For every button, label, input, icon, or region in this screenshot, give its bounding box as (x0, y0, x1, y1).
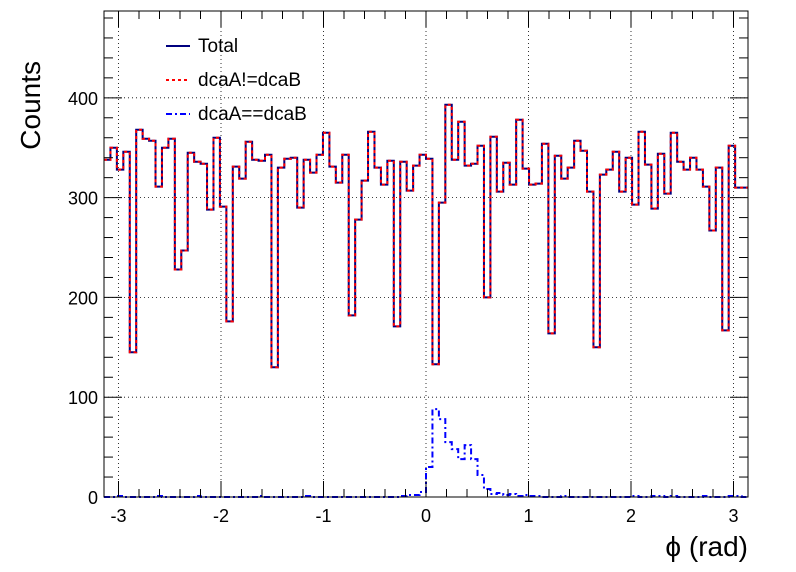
y-tick-label: 0 (88, 488, 98, 508)
legend: Total dcaA!=dcaB dcaA==dcaB (166, 36, 307, 125)
x-tick-label: 0 (421, 506, 431, 526)
y-tick-label: 400 (68, 89, 98, 109)
x-tick-label: 1 (523, 506, 533, 526)
legend-label-0: Total (198, 36, 238, 57)
x-tick-label: 3 (728, 506, 738, 526)
grid (104, 11, 748, 497)
x-tick-label: -3 (111, 506, 127, 526)
y-tick-label: 100 (68, 388, 98, 408)
legend-label-1: dcaA!=dcaB (198, 70, 301, 91)
y-tick-label: 300 (68, 189, 98, 209)
x-tick-label: -2 (213, 506, 229, 526)
x-tick-label: -1 (315, 506, 331, 526)
x-axis-title: ϕ (rad) (665, 531, 748, 562)
y-axis-title: Counts (15, 61, 46, 150)
series-1-line (104, 103, 748, 369)
tick-labels: -3 -2 -1 0 1 2 3 0 100 200 300 400 (68, 89, 739, 526)
x-tick-label: 2 (626, 506, 636, 526)
y-tick-label: 200 (68, 288, 98, 308)
axis-ticks (104, 11, 748, 498)
legend-label-2: dcaA==dcaB (198, 104, 307, 125)
